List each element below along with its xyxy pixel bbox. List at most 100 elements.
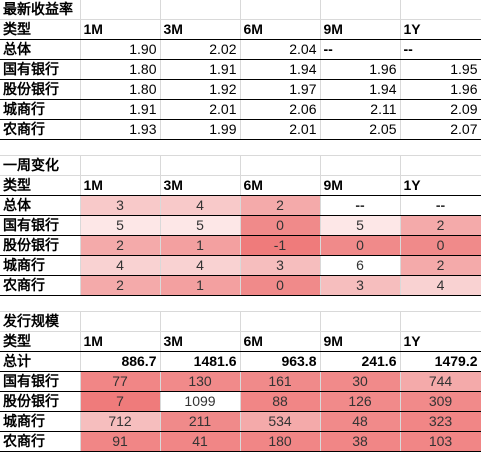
empty-cell[interactable] [400,155,481,176]
empty-cell[interactable] [80,311,161,332]
value-cell[interactable]: 2.07 [400,119,481,140]
row-label[interactable]: 国有银行 [0,59,81,80]
column-header[interactable]: 9M [320,19,401,40]
empty-cell[interactable] [240,311,321,332]
value-cell[interactable]: 2.02 [160,39,241,60]
section-title[interactable]: 一周变化 [0,155,81,176]
heat-cell[interactable]: 88 [240,391,321,412]
row-label[interactable]: 股份银行 [0,79,81,100]
heat-cell[interactable]: 2 [240,195,321,216]
section-title[interactable]: 最新收益率 [0,0,81,20]
column-header[interactable]: 1M [80,19,161,40]
row-label[interactable]: 城商行 [0,255,81,276]
value-cell[interactable]: 1.80 [80,59,161,80]
empty-cell[interactable] [160,0,241,20]
heat-cell[interactable]: 534 [240,411,321,432]
heat-cell[interactable]: 2 [400,215,481,236]
heat-cell[interactable]: 48 [320,411,401,432]
empty-cell[interactable] [240,139,320,156]
value-cell[interactable]: 1.90 [80,39,161,60]
column-header[interactable]: 6M [240,19,321,40]
empty-cell[interactable] [320,139,400,156]
value-cell[interactable]: -- [400,39,481,60]
heat-cell[interactable]: 161 [240,371,321,392]
heat-cell[interactable]: 4 [160,255,241,276]
empty-cell[interactable] [320,295,400,312]
heat-cell[interactable]: 5 [80,215,161,236]
value-cell[interactable]: 1.96 [400,79,481,100]
value-cell[interactable]: 241.6 [320,351,401,372]
column-header[interactable]: 1M [80,175,161,196]
empty-cell[interactable] [0,139,80,156]
row-label[interactable]: 国有银行 [0,371,81,392]
empty-cell[interactable] [160,295,240,312]
empty-cell[interactable] [400,139,481,156]
empty-cell[interactable] [400,295,481,312]
heat-cell[interactable]: 0 [240,275,321,296]
heat-cell[interactable]: 6 [320,255,401,276]
heat-cell[interactable]: -- [320,195,401,216]
column-header[interactable]: 3M [160,331,241,352]
column-header[interactable]: 类型 [0,331,81,352]
row-label[interactable]: 城商行 [0,411,81,432]
heat-cell[interactable]: 211 [160,411,241,432]
heat-cell[interactable]: 2 [80,235,161,256]
column-header[interactable]: 类型 [0,175,81,196]
heat-cell[interactable]: 323 [400,411,481,432]
value-cell[interactable]: 1.91 [80,99,161,120]
heat-cell[interactable]: 1 [160,275,241,296]
empty-cell[interactable] [400,311,481,332]
heat-cell[interactable]: 309 [400,391,481,412]
value-cell[interactable]: 1.92 [160,79,241,100]
heat-cell[interactable]: 126 [320,391,401,412]
empty-cell[interactable] [80,295,160,312]
empty-cell[interactable] [160,155,241,176]
heat-cell[interactable]: 38 [320,431,401,452]
empty-cell[interactable] [320,0,401,20]
heat-cell[interactable]: 3 [80,195,161,216]
empty-cell[interactable] [160,139,240,156]
heat-cell[interactable]: 180 [240,431,321,452]
value-cell[interactable]: 1.91 [160,59,241,80]
value-cell[interactable]: 2.01 [160,99,241,120]
heat-cell[interactable]: 7 [80,391,161,412]
value-cell[interactable]: 2.09 [400,99,481,120]
empty-cell[interactable] [0,295,80,312]
heat-cell[interactable]: 2 [400,255,481,276]
empty-cell[interactable] [80,155,161,176]
empty-cell[interactable] [320,311,401,332]
empty-cell[interactable] [160,311,241,332]
value-cell[interactable]: 2.06 [240,99,321,120]
heat-cell[interactable]: 91 [80,431,161,452]
column-header[interactable]: 1M [80,331,161,352]
value-cell[interactable]: 1.99 [160,119,241,140]
heat-cell[interactable]: 712 [80,411,161,432]
heat-cell[interactable]: 4 [400,275,481,296]
value-cell[interactable]: 2.11 [320,99,401,120]
value-cell[interactable]: 2.05 [320,119,401,140]
heat-cell[interactable]: 3 [320,275,401,296]
empty-cell[interactable] [400,0,481,20]
heat-cell[interactable]: 77 [80,371,161,392]
value-cell[interactable]: 2.01 [240,119,321,140]
column-header[interactable]: 6M [240,331,321,352]
heat-cell[interactable]: 0 [320,235,401,256]
value-cell[interactable]: 1.95 [400,59,481,80]
value-cell[interactable]: 2.04 [240,39,321,60]
empty-cell[interactable] [240,0,321,20]
row-label[interactable]: 农商行 [0,431,81,452]
row-label[interactable]: 农商行 [0,275,81,296]
value-cell[interactable]: 963.8 [240,351,321,372]
column-header[interactable]: 6M [240,175,321,196]
heat-cell[interactable]: 744 [400,371,481,392]
column-header[interactable]: 1Y [400,331,481,352]
heat-cell[interactable]: -- [400,195,481,216]
value-cell[interactable]: 1.97 [240,79,321,100]
heat-cell[interactable]: 103 [400,431,481,452]
heat-cell[interactable]: 0 [240,215,321,236]
row-label[interactable]: 总体 [0,39,81,60]
row-label[interactable]: 股份银行 [0,391,81,412]
column-header[interactable]: 9M [320,175,401,196]
value-cell[interactable]: 1479.2 [400,351,481,372]
value-cell[interactable]: 1.96 [320,59,401,80]
